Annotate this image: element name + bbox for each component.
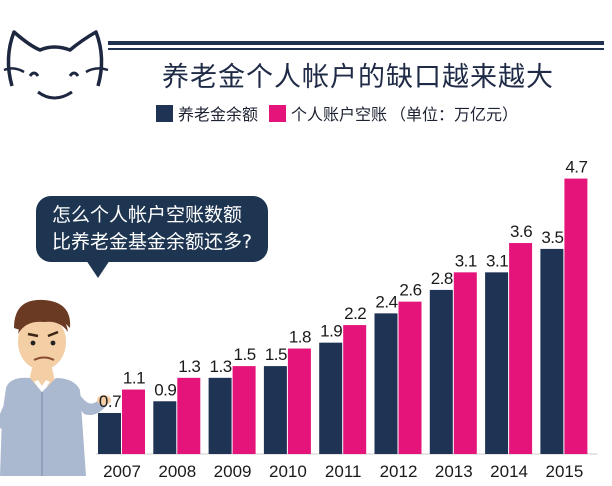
- bar-deficit-2009: [232, 366, 256, 454]
- x-tick-label-2012: 2012: [380, 462, 418, 481]
- data-label-balance-2010: 1.5: [265, 345, 287, 364]
- data-label-deficit-2015: 4.7: [565, 158, 587, 177]
- speech-bubble-line-1: 怎么个人帐户空账数额: [52, 204, 243, 226]
- data-label-deficit-2013: 3.1: [455, 251, 477, 270]
- bar-deficit-2014: [509, 243, 533, 454]
- bar-balance-2014: [485, 272, 509, 454]
- bar-balance-2011: [319, 342, 343, 454]
- bar-balance-2007: [98, 412, 121, 454]
- cat-face-logo: [3, 30, 109, 100]
- chart-title: 养老金个人帐户的缺口越来越大: [162, 62, 554, 93]
- bar-balance-2010: [263, 366, 287, 454]
- x-tick-label-2008: 2008: [158, 462, 196, 481]
- bar-deficit-2010: [287, 348, 311, 454]
- data-label-balance-2015: 3.5: [541, 228, 563, 247]
- chart-legend: 养老金余额 个人账户空账 （单位：万亿元）: [156, 101, 518, 125]
- bar-balance-2013: [429, 289, 453, 454]
- data-label-deficit-2011: 2.2: [344, 304, 366, 323]
- x-tick-label-2010: 2010: [269, 462, 307, 481]
- data-label-balance-2013: 2.8: [431, 269, 453, 288]
- bar-balance-2008: [153, 401, 177, 454]
- speech-bubble-tail: [86, 260, 110, 278]
- bar-balance-2009: [208, 377, 232, 454]
- data-label-balance-2014: 3.1: [486, 251, 508, 270]
- data-label-balance-2011: 1.9: [320, 322, 342, 341]
- legend-label-deficit: 个人账户空账: [291, 105, 388, 124]
- x-tick-label-2011: 2011: [325, 462, 362, 481]
- x-tick-label-2007: 2007: [103, 462, 141, 481]
- legend-swatch-deficit: [269, 104, 287, 122]
- header-rule-thick: [108, 41, 604, 45]
- data-label-deficit-2007: 1.1: [123, 369, 145, 388]
- data-label-deficit-2014: 3.6: [510, 222, 532, 241]
- x-tick-label-2014: 2014: [490, 462, 528, 481]
- data-label-deficit-2009: 1.5: [234, 345, 256, 364]
- data-label-balance-2012: 2.4: [375, 292, 397, 311]
- x-tick-label-2009: 2009: [214, 462, 252, 481]
- bar-balance-2015: [540, 248, 564, 454]
- bar-deficit-2011: [343, 325, 367, 454]
- legend-label-balance: 养老金余额: [178, 105, 259, 124]
- bar-deficit-2015: [564, 178, 588, 454]
- bar-deficit-2008: [177, 377, 201, 454]
- data-label-deficit-2010: 1.8: [289, 328, 311, 347]
- x-tick-label-2013: 2013: [435, 462, 473, 481]
- bar-balance-2012: [374, 313, 398, 454]
- puzzled-man-illustration: [0, 299, 111, 476]
- speech-bubble-line-2: 比养老金基金余额还多?: [52, 231, 253, 253]
- speech-bubble: 怎么个人帐户空账数额 比养老金基金余额还多?: [36, 196, 268, 262]
- data-label-deficit-2012: 2.6: [399, 281, 421, 300]
- bar-deficit-2012: [398, 301, 422, 454]
- data-label-balance-2007: 0.7: [99, 392, 121, 411]
- data-label-balance-2008: 0.9: [154, 380, 176, 399]
- bar-deficit-2007: [122, 389, 145, 454]
- legend-swatch-balance: [156, 104, 173, 122]
- bar-deficit-2013: [453, 272, 477, 454]
- legend-unit-note: （单位：万亿元）: [390, 105, 519, 124]
- x-tick-label-2015: 2015: [545, 462, 583, 481]
- data-label-balance-2009: 1.3: [210, 357, 232, 376]
- data-label-deficit-2008: 1.3: [178, 357, 200, 376]
- header-rule-thin: [108, 48, 604, 50]
